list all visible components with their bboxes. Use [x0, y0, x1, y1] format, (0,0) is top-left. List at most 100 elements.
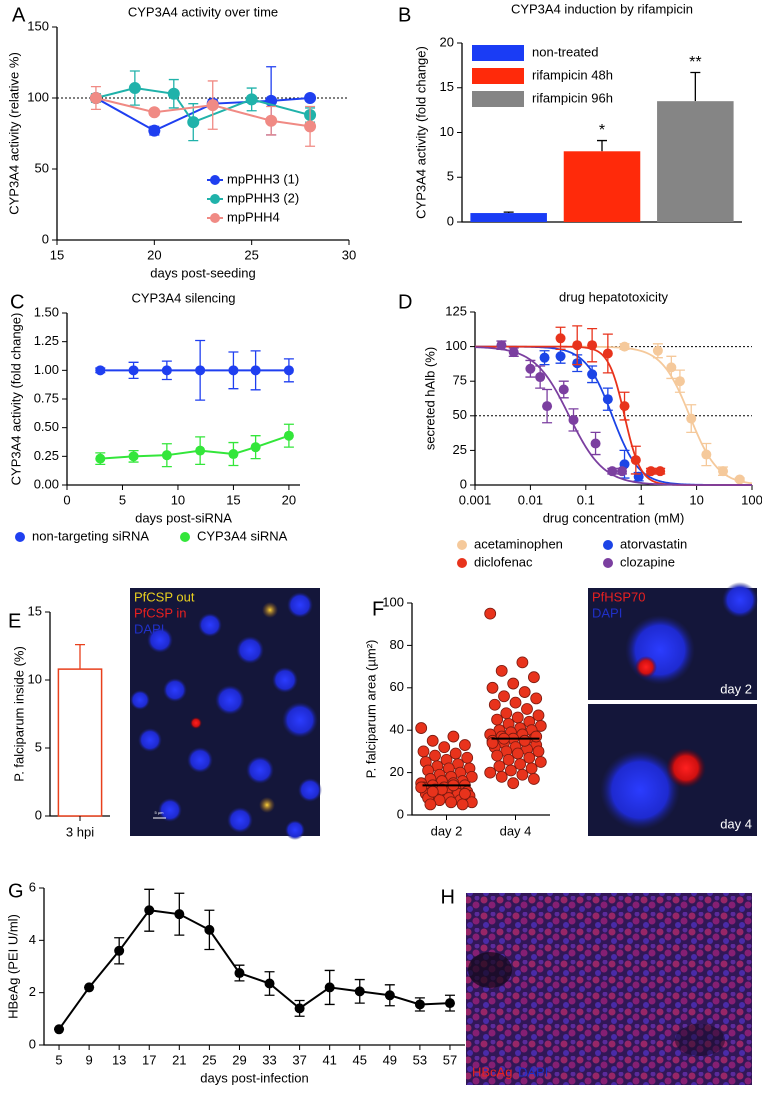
data-point: [521, 703, 533, 715]
y-tick-label: 125: [445, 303, 467, 318]
error-bar: [503, 211, 514, 214]
data-point: [486, 681, 499, 694]
data-point: [587, 340, 598, 351]
x-axis-label: days post-seeding: [150, 265, 256, 280]
data-point: [511, 747, 524, 760]
x-tick-label: 49: [383, 1052, 397, 1067]
legend-swatch: [210, 213, 220, 223]
y-tick-label: 15: [440, 79, 454, 94]
data-point: [532, 709, 545, 722]
data-point: [95, 453, 106, 464]
data-point: [532, 745, 545, 758]
data-point: [95, 365, 106, 376]
significance-label: *: [599, 122, 605, 139]
panel-letter: A: [12, 4, 26, 26]
data-point: [511, 711, 524, 724]
x-tick-label: 17: [142, 1052, 156, 1067]
data-point: [528, 773, 540, 785]
x-tick-label: 37: [292, 1052, 306, 1067]
data-point: [525, 363, 536, 374]
legend-label: CYP3A4 siRNA: [197, 528, 288, 543]
data-point: [493, 760, 506, 773]
data-point: [54, 1024, 65, 1035]
y-tick-label: 6: [29, 879, 36, 894]
data-point: [128, 82, 141, 95]
image-label: DAPI: [134, 621, 164, 636]
data-point: [645, 466, 656, 477]
data-point: [265, 114, 278, 127]
data-point: [264, 978, 275, 989]
x-tick-label: 21: [172, 1052, 186, 1067]
y-tick-label: 0.25: [34, 448, 59, 463]
y-tick-label: 10: [28, 671, 42, 686]
bar: [57, 668, 103, 817]
image-label: DAPI: [518, 1064, 548, 1079]
y-tick-label: 25: [453, 442, 467, 457]
y-tick-label: 2: [29, 984, 36, 999]
data-point: [514, 758, 526, 771]
x-tick-label: 15: [226, 492, 240, 507]
series-line: [95, 97, 311, 132]
legend-swatch: [472, 91, 524, 107]
panel-letter: B: [398, 4, 411, 26]
x-tick-label: day 4: [500, 823, 532, 838]
y-tick-label: 60: [390, 679, 404, 694]
data-point: [518, 686, 531, 698]
legend-swatch: [472, 68, 524, 84]
micrograph-f: PfHSP70 DAPI day 2 day 4: [588, 582, 758, 836]
image-label: day 2: [720, 681, 752, 696]
y-tick-label: 1.00: [34, 362, 59, 377]
x-axis-label: days post-siRNA: [135, 510, 232, 525]
data-point: [294, 1003, 305, 1014]
data-point: [504, 764, 517, 777]
data-point: [204, 924, 215, 935]
bar: [563, 151, 641, 222]
panel-letter: C: [10, 291, 24, 313]
data-point: [558, 384, 569, 395]
y-tick-label: 80: [390, 637, 404, 652]
significance-label: **: [689, 54, 701, 71]
y-tick-label: 0.00: [34, 476, 59, 491]
data-point: [445, 796, 458, 809]
data-point: [324, 982, 335, 993]
legend-label: atorvastatin: [620, 536, 687, 551]
data-point: [250, 365, 261, 376]
data-point: [674, 376, 685, 387]
data-point: [525, 762, 538, 775]
y-tick-label: 50: [453, 407, 467, 422]
data-point: [602, 348, 613, 359]
x-tick-label: 0.1: [577, 492, 595, 507]
x-tick-label: 5: [119, 492, 126, 507]
bar: [470, 213, 547, 222]
x-tick-label: 3 hpi: [66, 824, 94, 839]
chart-title: CYP3A4 induction by rifampicin: [511, 1, 693, 16]
y-axis-label: CYP3A4 activity (fold change): [413, 46, 428, 219]
chart-title: drug hepatotoxicity: [559, 289, 669, 304]
data-point: [429, 749, 441, 762]
data-point: [444, 998, 455, 1009]
x-tick-label: 25: [244, 247, 258, 262]
x-axis-label: drug concentration (mM): [543, 510, 685, 525]
legend-label: mpPHH3 (2): [227, 190, 299, 205]
y-tick-label: 0: [460, 476, 467, 491]
x-tick-label: 13: [112, 1052, 126, 1067]
data-point: [555, 333, 566, 344]
data-point: [666, 362, 677, 373]
data-point: [447, 730, 460, 743]
y-tick-label: 0: [35, 807, 42, 822]
data-point: [174, 909, 185, 920]
data-point: [555, 351, 566, 362]
data-point: [415, 781, 428, 794]
fit-curve: [475, 345, 753, 485]
legend-label: clozapine: [620, 554, 675, 569]
data-point: [590, 438, 601, 449]
data-point: [535, 372, 546, 383]
x-tick-label: 10: [171, 492, 185, 507]
data-point: [616, 466, 627, 477]
y-tick-label: 150: [27, 18, 49, 33]
y-tick-label: 5: [35, 739, 42, 754]
y-tick-label: 1.25: [34, 333, 59, 348]
x-tick-label: 53: [413, 1052, 427, 1067]
data-point: [633, 471, 644, 482]
legend-label: mpPHH4: [227, 209, 280, 224]
